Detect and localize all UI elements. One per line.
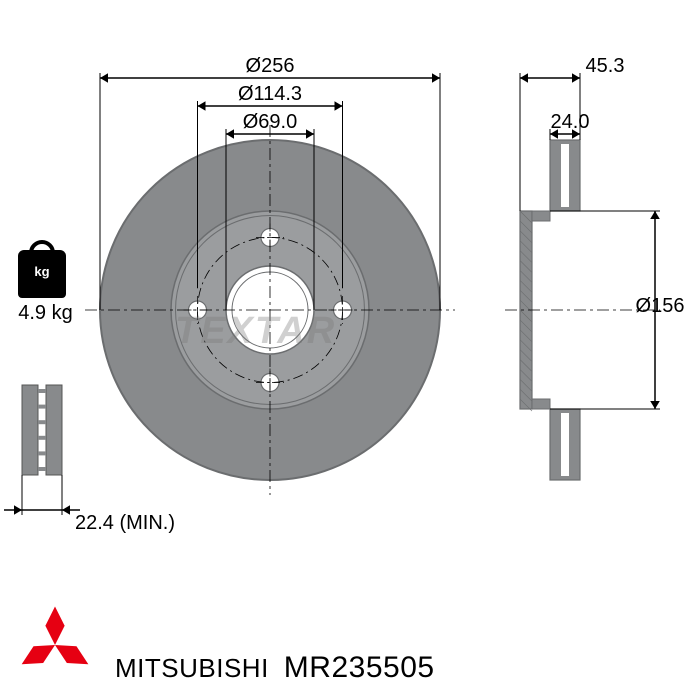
dim-min-thickness: 22.4 (MIN.) <box>75 512 195 535</box>
dim-depth: 45.3 <box>580 55 630 78</box>
dim-bolt-circle: Ø114.3 <box>225 83 315 106</box>
brand-footer: MITSUBISHI MR235505 <box>115 651 435 685</box>
weight-icon-label: kg <box>18 264 66 279</box>
part-number: MR235505 <box>284 651 435 685</box>
weight-value: 4.9 kg <box>18 302 73 325</box>
brand-name: MITSUBISHI <box>115 653 269 684</box>
weight-icon: kg <box>18 250 66 298</box>
dim-thickness: 24.0 <box>545 111 595 134</box>
dim-hat-outer: Ø156 <box>630 295 690 318</box>
dim-center-bore: Ø69.0 <box>230 111 310 134</box>
dim-outer-diameter: Ø256 <box>230 55 310 78</box>
weight-indicator: kg 4.9 kg <box>18 250 73 325</box>
